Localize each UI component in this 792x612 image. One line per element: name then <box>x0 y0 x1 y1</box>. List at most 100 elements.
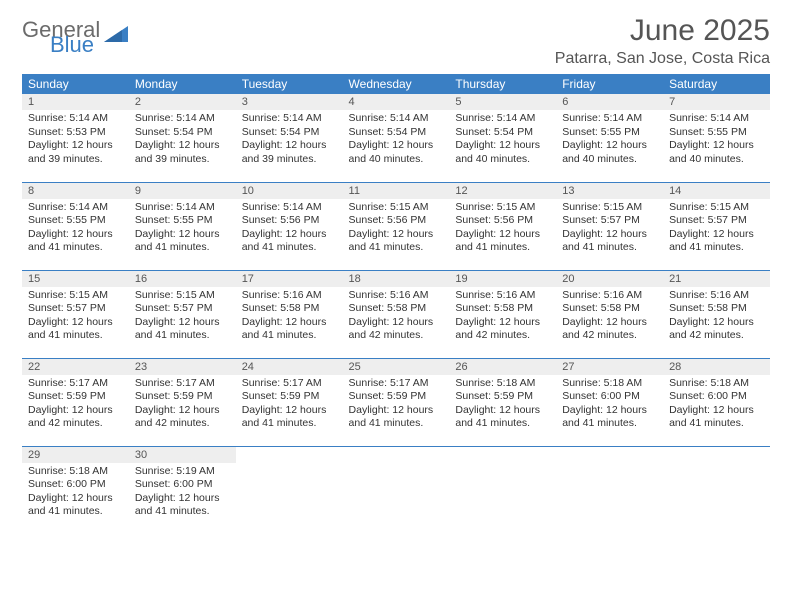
daylight-text-1: Daylight: 12 hours <box>669 228 764 242</box>
day-number: 23 <box>129 359 236 375</box>
day-number: 16 <box>129 271 236 287</box>
daylight-text-1: Daylight: 12 hours <box>455 139 550 153</box>
calendar-row: 22Sunrise: 5:17 AMSunset: 5:59 PMDayligh… <box>22 358 770 446</box>
day-number: 15 <box>22 271 129 287</box>
day-details: Sunrise: 5:14 AMSunset: 5:55 PMDaylight:… <box>663 110 770 171</box>
sunrise-text: Sunrise: 5:15 AM <box>349 201 444 215</box>
calendar-row: 1Sunrise: 5:14 AMSunset: 5:53 PMDaylight… <box>22 94 770 182</box>
daylight-text-2: and 42 minutes. <box>562 329 657 343</box>
daylight-text-2: and 41 minutes. <box>242 241 337 255</box>
daylight-text-1: Daylight: 12 hours <box>135 228 230 242</box>
daylight-text-2: and 39 minutes. <box>242 153 337 167</box>
sunrise-text: Sunrise: 5:17 AM <box>349 377 444 391</box>
calendar-cell <box>343 446 450 534</box>
sunrise-text: Sunrise: 5:14 AM <box>135 112 230 126</box>
day-details: Sunrise: 5:14 AMSunset: 5:54 PMDaylight:… <box>449 110 556 171</box>
day-number: 18 <box>343 271 450 287</box>
day-details: Sunrise: 5:15 AMSunset: 5:57 PMDaylight:… <box>556 199 663 260</box>
calendar-row: 15Sunrise: 5:15 AMSunset: 5:57 PMDayligh… <box>22 270 770 358</box>
day-details: Sunrise: 5:15 AMSunset: 5:56 PMDaylight:… <box>449 199 556 260</box>
day-details: Sunrise: 5:17 AMSunset: 5:59 PMDaylight:… <box>129 375 236 436</box>
sunset-text: Sunset: 5:57 PM <box>669 214 764 228</box>
day-number: 29 <box>22 447 129 463</box>
sunrise-text: Sunrise: 5:16 AM <box>562 289 657 303</box>
sunset-text: Sunset: 5:58 PM <box>349 302 444 316</box>
calendar-cell: 16Sunrise: 5:15 AMSunset: 5:57 PMDayligh… <box>129 270 236 358</box>
sunrise-text: Sunrise: 5:15 AM <box>669 201 764 215</box>
day-number: 10 <box>236 183 343 199</box>
day-number: 7 <box>663 94 770 110</box>
sunset-text: Sunset: 5:53 PM <box>28 126 123 140</box>
sunrise-text: Sunrise: 5:15 AM <box>562 201 657 215</box>
day-details: Sunrise: 5:17 AMSunset: 5:59 PMDaylight:… <box>22 375 129 436</box>
calendar-cell: 14Sunrise: 5:15 AMSunset: 5:57 PMDayligh… <box>663 182 770 270</box>
weekday-header: Sunday <box>22 74 129 94</box>
day-number: 26 <box>449 359 556 375</box>
calendar-body: 1Sunrise: 5:14 AMSunset: 5:53 PMDaylight… <box>22 94 770 534</box>
day-details: Sunrise: 5:15 AMSunset: 5:57 PMDaylight:… <box>663 199 770 260</box>
calendar-cell: 13Sunrise: 5:15 AMSunset: 5:57 PMDayligh… <box>556 182 663 270</box>
daylight-text-1: Daylight: 12 hours <box>349 316 444 330</box>
daylight-text-1: Daylight: 12 hours <box>135 139 230 153</box>
day-details: Sunrise: 5:17 AMSunset: 5:59 PMDaylight:… <box>343 375 450 436</box>
day-number: 22 <box>22 359 129 375</box>
sunrise-text: Sunrise: 5:16 AM <box>242 289 337 303</box>
sunrise-text: Sunrise: 5:18 AM <box>669 377 764 391</box>
sunset-text: Sunset: 5:57 PM <box>562 214 657 228</box>
daylight-text-1: Daylight: 12 hours <box>562 228 657 242</box>
weekday-header: Thursday <box>449 74 556 94</box>
calendar-cell: 19Sunrise: 5:16 AMSunset: 5:58 PMDayligh… <box>449 270 556 358</box>
daylight-text-1: Daylight: 12 hours <box>455 316 550 330</box>
daylight-text-1: Daylight: 12 hours <box>242 228 337 242</box>
day-number: 28 <box>663 359 770 375</box>
sunset-text: Sunset: 5:56 PM <box>242 214 337 228</box>
calendar-cell: 17Sunrise: 5:16 AMSunset: 5:58 PMDayligh… <box>236 270 343 358</box>
calendar-cell: 27Sunrise: 5:18 AMSunset: 6:00 PMDayligh… <box>556 358 663 446</box>
calendar-cell: 26Sunrise: 5:18 AMSunset: 5:59 PMDayligh… <box>449 358 556 446</box>
calendar-cell: 11Sunrise: 5:15 AMSunset: 5:56 PMDayligh… <box>343 182 450 270</box>
sunrise-text: Sunrise: 5:15 AM <box>28 289 123 303</box>
calendar-cell: 23Sunrise: 5:17 AMSunset: 5:59 PMDayligh… <box>129 358 236 446</box>
daylight-text-2: and 41 minutes. <box>28 505 123 519</box>
daylight-text-2: and 39 minutes. <box>135 153 230 167</box>
title-block: June 2025 Patarra, San Jose, Costa Rica <box>555 14 770 68</box>
sunset-text: Sunset: 5:59 PM <box>135 390 230 404</box>
day-details: Sunrise: 5:14 AMSunset: 5:54 PMDaylight:… <box>129 110 236 171</box>
calendar-cell: 7Sunrise: 5:14 AMSunset: 5:55 PMDaylight… <box>663 94 770 182</box>
sunrise-text: Sunrise: 5:18 AM <box>28 465 123 479</box>
calendar-cell: 10 Sunrise: 5:14 AMSunset: 5:56 PMDayligh… <box>236 182 343 270</box>
weekday-header: Wednesday <box>343 74 450 94</box>
daylight-text-2: and 41 minutes. <box>669 417 764 431</box>
sunrise-text: Sunrise: 5:17 AM <box>28 377 123 391</box>
sunrise-text: Sunrise: 5:14 AM <box>455 112 550 126</box>
day-details: Sunrise: 5:16 AMSunset: 5:58 PMDaylight:… <box>343 287 450 348</box>
daylight-text-1: Daylight: 12 hours <box>135 316 230 330</box>
sunrise-text: Sunrise: 5:18 AM <box>455 377 550 391</box>
calendar-row: 29Sunrise: 5:18 AMSunset: 6:00 PMDayligh… <box>22 446 770 534</box>
daylight-text-2: and 41 minutes. <box>28 329 123 343</box>
sunset-text: Sunset: 5:58 PM <box>669 302 764 316</box>
daylight-text-1: Daylight: 12 hours <box>28 316 123 330</box>
calendar-cell: 30Sunrise: 5:19 AMSunset: 6:00 PMDayligh… <box>129 446 236 534</box>
daylight-text-2: and 42 minutes. <box>135 417 230 431</box>
day-details: Sunrise: 5:14 AMSunset: 5:54 PMDaylight:… <box>343 110 450 171</box>
day-number: 5 <box>449 94 556 110</box>
calendar-cell: 15Sunrise: 5:15 AMSunset: 5:57 PMDayligh… <box>22 270 129 358</box>
day-number: 27 <box>556 359 663 375</box>
sunset-text: Sunset: 5:55 PM <box>28 214 123 228</box>
calendar-cell: 18Sunrise: 5:16 AMSunset: 5:58 PMDayligh… <box>343 270 450 358</box>
sunset-text: Sunset: 5:55 PM <box>135 214 230 228</box>
sunset-text: Sunset: 5:59 PM <box>28 390 123 404</box>
daylight-text-2: and 41 minutes. <box>669 241 764 255</box>
calendar-cell: 8Sunrise: 5:14 AMSunset: 5:55 PMDaylight… <box>22 182 129 270</box>
sunrise-text: Sunrise: 5:14 AM <box>242 201 337 215</box>
daylight-text-2: and 41 minutes. <box>349 417 444 431</box>
sunrise-text: Sunrise: 5:16 AM <box>455 289 550 303</box>
sunrise-text: Sunrise: 5:14 AM <box>28 112 123 126</box>
calendar-cell: 1Sunrise: 5:14 AMSunset: 5:53 PMDaylight… <box>22 94 129 182</box>
calendar-cell: 25Sunrise: 5:17 AMSunset: 5:59 PMDayligh… <box>343 358 450 446</box>
sunrise-text: Sunrise: 5:16 AM <box>669 289 764 303</box>
sunrise-text: Sunrise: 5:14 AM <box>135 201 230 215</box>
day-details: Sunrise: 5:15 AMSunset: 5:57 PMDaylight:… <box>129 287 236 348</box>
day-number: 14 <box>663 183 770 199</box>
